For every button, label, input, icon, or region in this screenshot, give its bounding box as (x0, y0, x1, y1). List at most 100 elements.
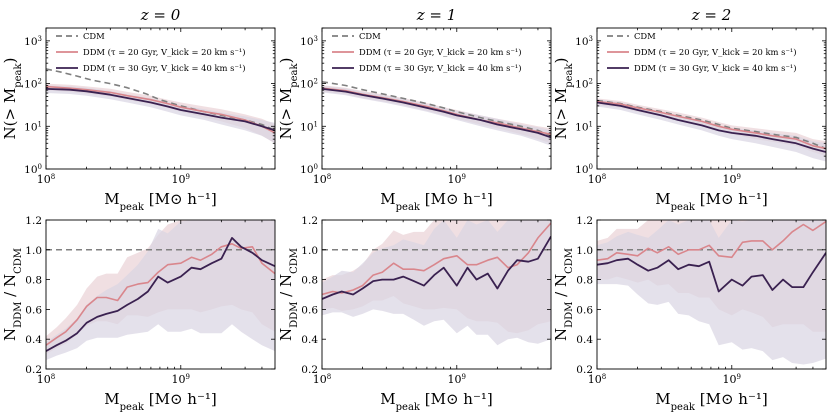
line-ddm2 (46, 88, 275, 132)
x-tick-label: 109 (723, 373, 741, 386)
y-tick-label: 0.2 (25, 364, 42, 376)
x-tick-label: 108 (313, 173, 331, 186)
panel-ratio-1: 108 109 0.2 0.4 0.6 0.8 1.0 1.2 Mpeak [M⊙ h⁻¹] ND… (277, 215, 552, 413)
y-tick-label: 0.4 (25, 334, 42, 346)
x-tick-label: 108 (588, 373, 606, 386)
band-ddm2 (46, 85, 275, 144)
band-ddm2 (46, 220, 275, 361)
x-axis-label: Mpeak [M⊙ h⁻¹] (104, 390, 216, 413)
panel-ratio-2: 108 109 0.2 0.4 0.6 0.8 1.0 1.2 Mpeak [M⊙ h⁻¹] ND… (552, 215, 827, 413)
x-tick-label: 108 (313, 373, 331, 386)
x-axis-label: Mpeak [M⊙ h⁻¹] (655, 190, 767, 213)
y-tick-label: 102 (575, 78, 593, 91)
legend-label-cdm: CDM (634, 31, 656, 41)
line-ddm2 (322, 88, 551, 139)
legend-label-cdm: CDM (359, 31, 381, 41)
x-tick-label: 108 (37, 373, 55, 386)
plot-area (597, 98, 826, 162)
x-axis-label: Mpeak [M⊙ h⁻¹] (104, 190, 216, 213)
line-ddm1 (597, 100, 826, 150)
panel-title: z = 0 (140, 6, 181, 24)
axes-frame (596, 27, 827, 170)
y-axis-label: N(> Mpeak) (277, 58, 300, 140)
legend-label-ddm2: DDM (τ = 30 Gyr, V_kick = 40 km s⁻¹) (359, 63, 522, 74)
y-tick-label: 1.0 (301, 245, 318, 257)
y-tick-label: 0.4 (576, 334, 593, 346)
y-tick-label: 101 (300, 120, 318, 133)
legend-label-ddm2: DDM (τ = 30 Gyr, V_kick = 40 km s⁻¹) (83, 63, 246, 74)
plot-area (46, 68, 275, 144)
y-tick-label: 100 (300, 163, 318, 176)
y-tick-label: 0.8 (576, 275, 593, 287)
y-axis-label: NDDM / NCDM (1, 248, 24, 341)
plot-area (46, 220, 275, 361)
x-tick-label: 108 (37, 173, 55, 186)
x-tick-label: 109 (723, 173, 741, 186)
y-tick-label: 0.2 (301, 364, 318, 376)
panel-counts-1: 108 109 100 101 102 103 Mpeak [M⊙ h⁻¹] N(> Mpea… (277, 6, 552, 213)
y-tick-label: 103 (24, 35, 42, 48)
y-tick-label: 100 (24, 163, 42, 176)
legend-label-ddm1: DDM (τ = 20 Gyr, V_kick = 20 km s⁻¹) (634, 47, 797, 58)
y-axis-label: NDDM / NCDM (552, 248, 575, 341)
line-ddm2 (322, 235, 551, 300)
panel-counts-2: 108 109 100 101 102 103 Mpeak [M⊙ h⁻¹] N(> Mpea… (552, 6, 827, 213)
y-tick-label: 0.2 (576, 364, 593, 376)
x-axis-label: Mpeak [M⊙ h⁻¹] (380, 390, 492, 413)
panel-ratio-0: 108 109 0.2 0.4 0.6 0.8 1.0 1.2 Mpeak [M⊙ h⁻¹] ND… (1, 215, 276, 413)
axes-frame (321, 27, 552, 170)
y-tick-label: 0.6 (25, 304, 42, 316)
y-axis-label: N(> Mpeak) (552, 58, 575, 140)
y-tick-label: 0.6 (576, 304, 593, 316)
legend-label-cdm: CDM (83, 31, 105, 41)
y-tick-label: 101 (24, 120, 42, 133)
x-axis-label: Mpeak [M⊙ h⁻¹] (380, 190, 492, 213)
legend: CDM DDM (τ = 20 Gyr, V_kick = 20 km s⁻¹) D… (332, 31, 522, 74)
plot-area (322, 81, 551, 146)
x-axis-label: Mpeak [M⊙ h⁻¹] (655, 390, 767, 413)
y-tick-label: 102 (300, 78, 318, 91)
line-ddm1 (46, 85, 275, 134)
band-ddm2 (322, 220, 551, 346)
band-ddm2 (597, 220, 826, 365)
y-axis-label: NDDM / NCDM (277, 248, 300, 341)
y-tick-label: 103 (300, 35, 318, 48)
y-tick-label: 102 (24, 78, 42, 91)
y-tick-label: 1.2 (301, 215, 318, 227)
line-ddm2 (597, 252, 826, 293)
band-ddm2 (597, 99, 826, 162)
legend-label-ddm1: DDM (τ = 20 Gyr, V_kick = 20 km s⁻¹) (83, 47, 246, 58)
line-ddm2 (46, 236, 275, 352)
line-ddm1 (597, 220, 826, 261)
line-ddm1 (46, 243, 275, 346)
x-tick-label: 109 (448, 373, 466, 386)
band-ddm2 (322, 85, 551, 146)
panel-title: z = 1 (416, 6, 457, 24)
y-tick-label: 0.4 (301, 334, 318, 346)
line-cdm (322, 81, 551, 137)
y-tick-label: 103 (575, 35, 593, 48)
y-axis-label: N(> Mpeak) (1, 58, 24, 140)
y-tick-label: 100 (575, 163, 593, 176)
y-tick-label: 101 (575, 120, 593, 133)
y-tick-label: 1.0 (576, 245, 593, 257)
legend-label-ddm1: DDM (τ = 20 Gyr, V_kick = 20 km s⁻¹) (359, 47, 522, 58)
axes-frame (45, 219, 276, 370)
axes-frame (321, 219, 552, 370)
legend-label-ddm2: DDM (τ = 30 Gyr, V_kick = 40 km s⁻¹) (634, 63, 797, 74)
y-tick-label: 1.2 (25, 215, 42, 227)
legend: CDM DDM (τ = 20 Gyr, V_kick = 20 km s⁻¹) D… (56, 31, 246, 74)
y-tick-label: 0.6 (301, 304, 318, 316)
panel-title: z = 2 (691, 6, 732, 24)
x-tick-label: 109 (172, 373, 190, 386)
line-ddm2 (597, 101, 826, 153)
plot-area (597, 220, 826, 365)
axes-frame (596, 219, 827, 370)
panel-counts-0: 108 109 100 101 102 103 Mpeak [M⊙ h⁻¹] N(> Mpea… (1, 6, 276, 213)
y-tick-label: 0.8 (25, 275, 42, 287)
legend: CDM DDM (τ = 20 Gyr, V_kick = 20 km s⁻¹) D… (607, 31, 797, 74)
y-tick-label: 1.0 (25, 245, 42, 257)
axes-frame (45, 27, 276, 170)
plot-area (322, 220, 551, 346)
